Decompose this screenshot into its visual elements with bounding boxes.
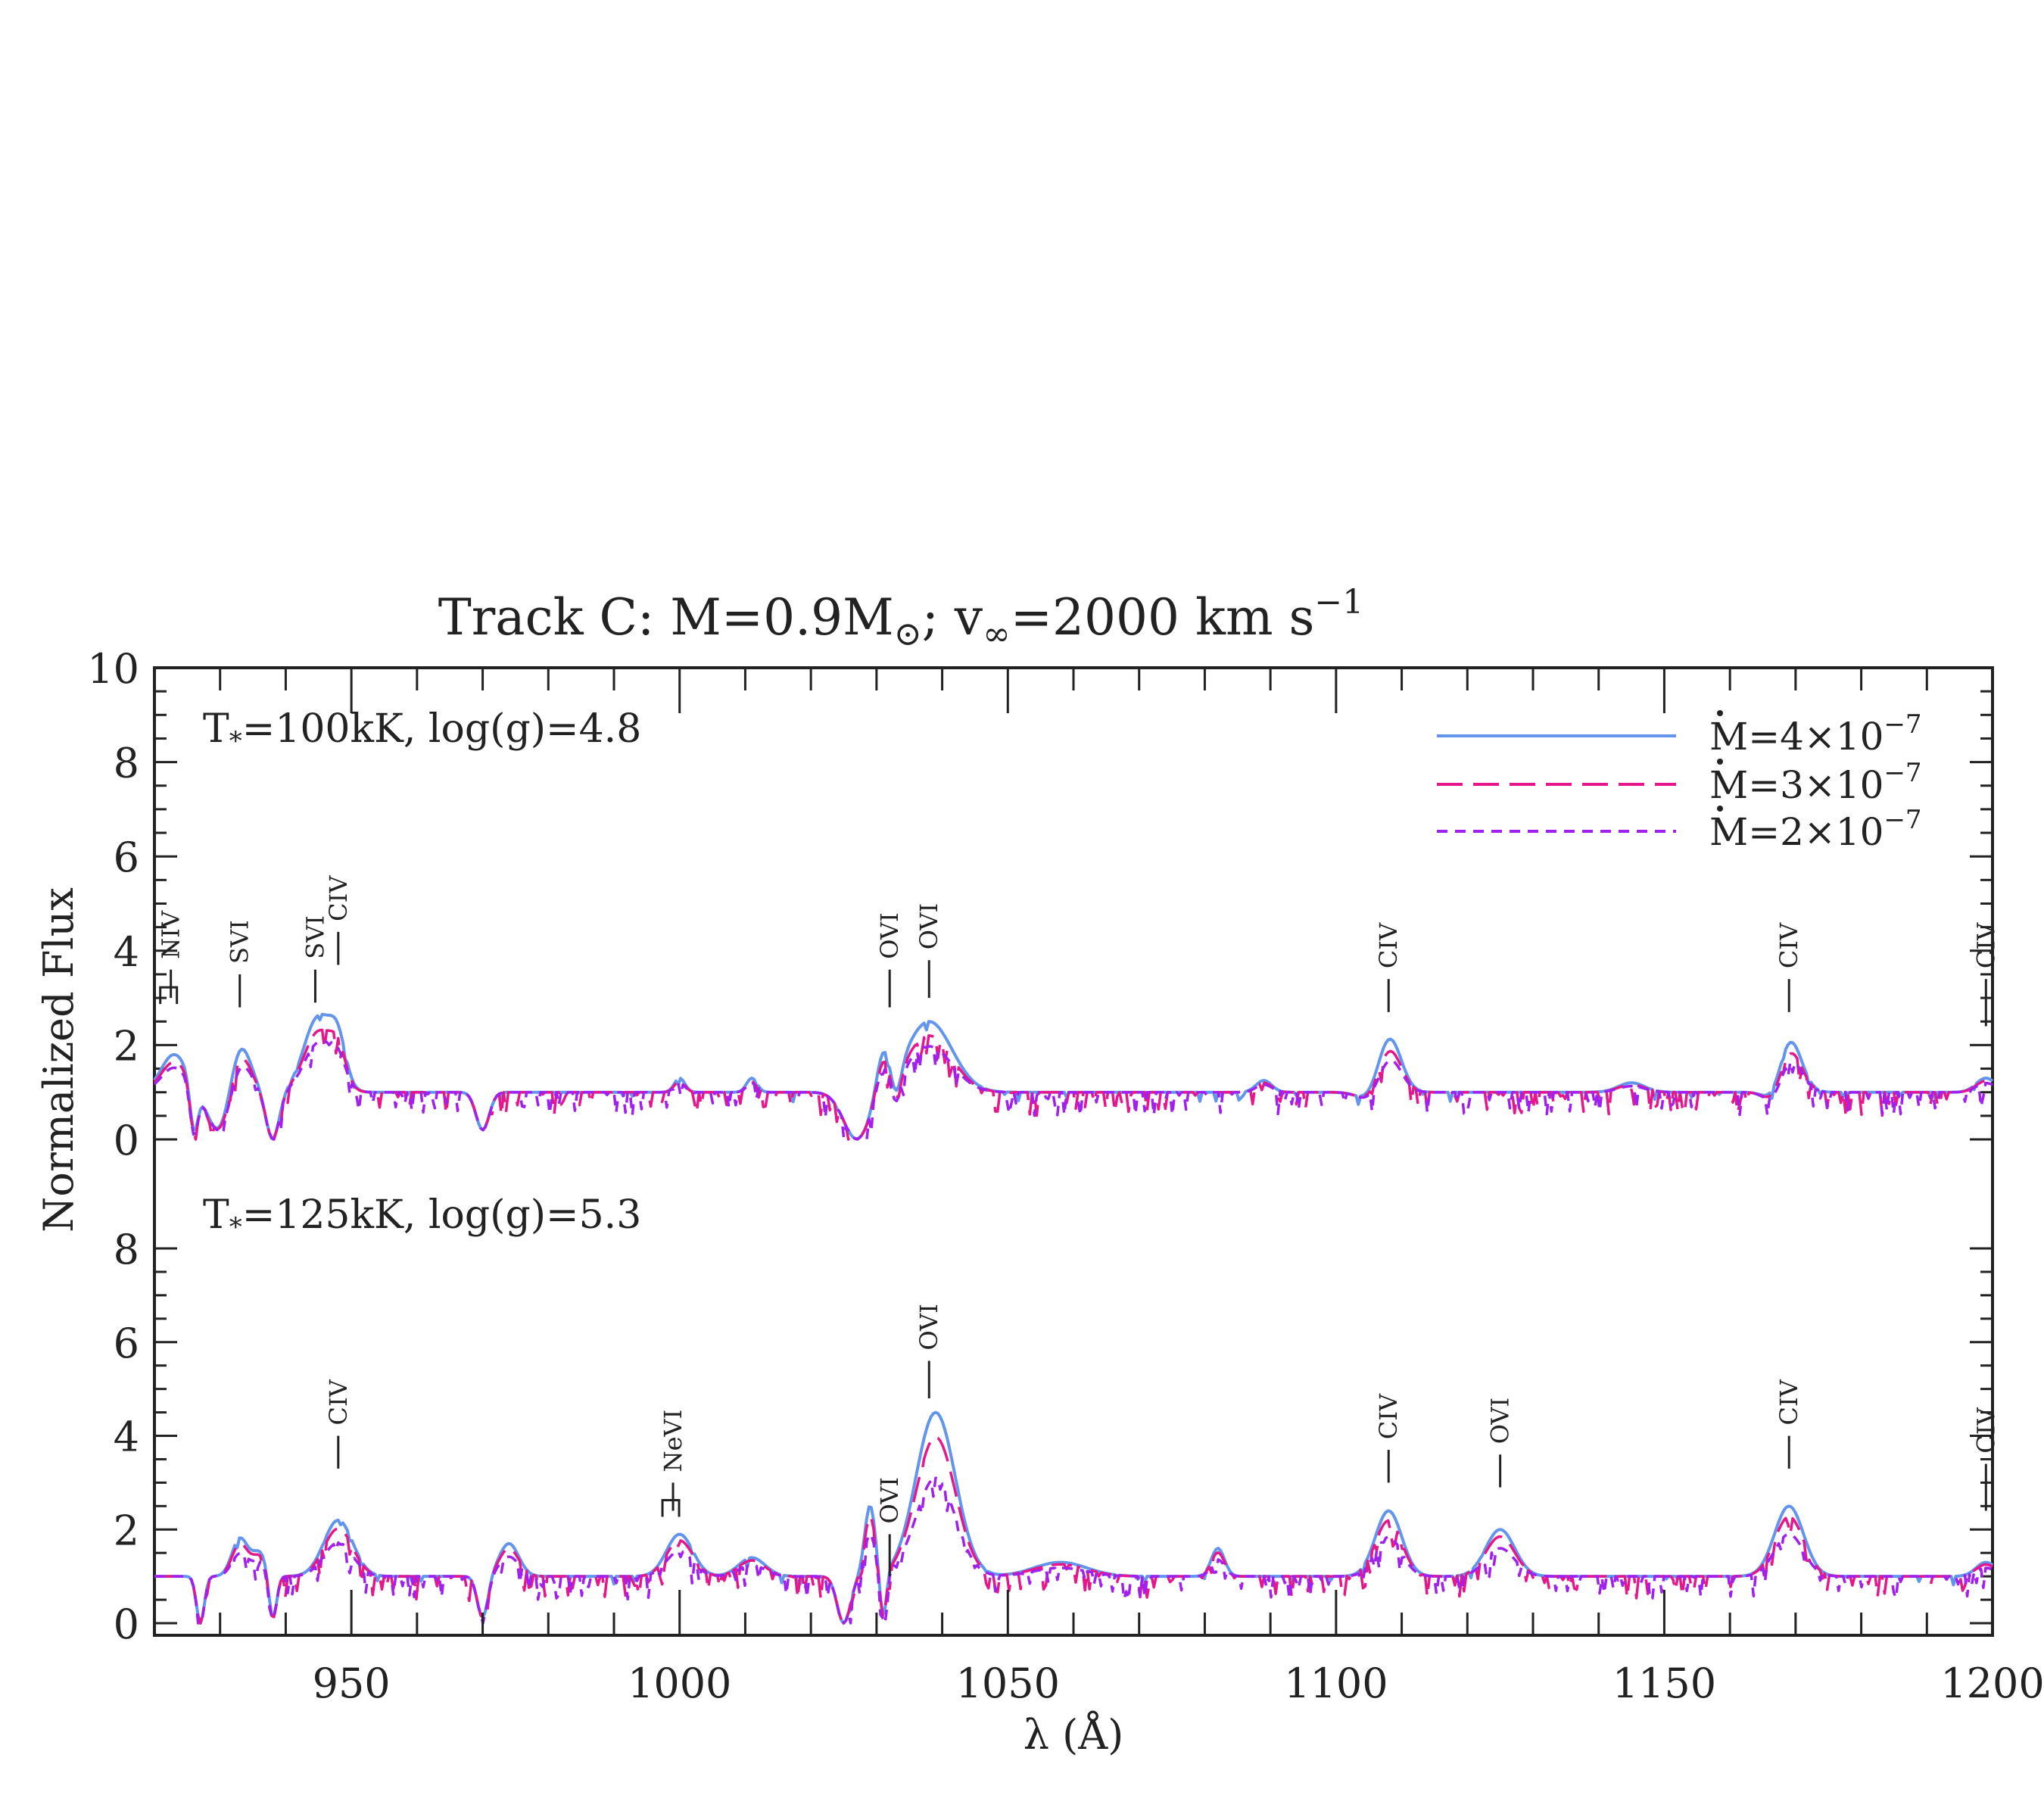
y-tick-label: 6 (114, 834, 139, 881)
panel-top-label-rest: =100kK, log(g)=4.8 (242, 706, 642, 752)
legend-mdot-dot (1717, 806, 1723, 812)
line-marker-label: CIV (1374, 1393, 1403, 1439)
y-tick-label: 6 (114, 1320, 139, 1367)
y-tick-label: 2 (114, 1022, 139, 1070)
panel-top-series (153, 1012, 1994, 1141)
line-marker-label: NeVI (659, 1410, 687, 1473)
line-marker-label: OVI (915, 903, 943, 949)
x-axis: 950 1000 1050 1100 1150 1200 (219, 668, 2044, 1707)
x-tick-label: 1100 (1284, 1660, 1388, 1707)
y-tick-label: 4 (114, 1413, 139, 1461)
panel-top-label-star: * (229, 726, 242, 756)
line-marker-label: CIV (1774, 1379, 1803, 1425)
line-marker-label: OVI (915, 1304, 943, 1350)
x-tick-label: 1200 (1940, 1660, 2044, 1707)
series-line-3 (153, 1040, 1993, 1141)
y-tick-label: 8 (114, 1226, 139, 1273)
y-tick-label: 0 (114, 1600, 139, 1648)
line-marker-label: CIV (1374, 922, 1403, 968)
series-line-1 (153, 1012, 1994, 1141)
series-line-2 (154, 1435, 1993, 1625)
y-axis-label: Normalized Flux (35, 887, 83, 1233)
title-infinity: ∞ (983, 615, 1011, 653)
line-marker-label: CIV (1971, 1407, 2000, 1454)
legend: M=4×10−7M=3×10−7M=2×10−7 (1437, 709, 1922, 854)
series-line-1 (154, 1410, 1994, 1625)
panel-bottom-series (154, 1410, 1994, 1625)
title-main: Track C: M=0.9M (438, 588, 894, 647)
panel-bottom-label: T*=125kK, log(g)=5.3 (203, 1192, 641, 1242)
y-tick-label: 8 (114, 740, 139, 787)
line-marker-label: OVI (1486, 1398, 1515, 1444)
legend-label-3: M=2×10−7 (1709, 805, 1922, 854)
line-marker-label: SVI (301, 915, 329, 959)
panel-top-ticks: 0 2 4 6 8 10 (87, 645, 1993, 1164)
line-marker-label: SVI (226, 920, 254, 964)
line-marker-label: NIV (157, 910, 185, 959)
y-tick-label: 0 (114, 1117, 139, 1164)
x-tick-label: 950 (313, 1660, 391, 1707)
panel-top-label: T*=100kK, log(g)=4.8 (203, 706, 641, 756)
panel-bottom-ticks: 0 2 4 6 8 (114, 1226, 1993, 1648)
panel-bottom-label-rest: =125kK, log(g)=5.3 (242, 1192, 642, 1238)
line-marker-label: CIV (1774, 922, 1803, 968)
line-marker-label: CIV (1971, 922, 2000, 968)
line-marker-label: OVI (875, 1477, 904, 1523)
panel-bottom: 0 2 4 6 8 CIV NeVI OVI OVI CIV OVI CIV CIV T*=125kK… (114, 1192, 2001, 1648)
series-line-3 (154, 1476, 1993, 1625)
x-tick-label: 1050 (956, 1660, 1060, 1707)
x-tick-label: 1150 (1612, 1660, 1716, 1707)
x-axis-label: λ (Å) (1024, 1709, 1124, 1759)
title-sun-symbol: ⊙ (894, 615, 922, 653)
legend-mdot-dot (1717, 710, 1723, 716)
title-end: =2000 km s (1011, 588, 1315, 647)
y-tick-label: 10 (87, 645, 139, 693)
line-marker-label: CIV (324, 875, 353, 921)
line-marker-bracket (159, 986, 179, 1005)
legend-label-2: M=3×10−7 (1709, 758, 1922, 807)
title-exponent: −1 (1314, 583, 1363, 622)
chart-title: Track C: M=0.9M⊙; v∞=2000 km s−1 (438, 583, 1364, 653)
legend-label-1: M=4×10−7 (1709, 709, 1922, 759)
y-tick-label: 4 (114, 928, 139, 976)
panel-bottom-annotations: CIV NeVI OVI OVI CIV OVI CIV CIV (324, 1304, 2000, 1577)
series-line-2 (153, 1028, 1993, 1141)
x-tick-label: 1000 (628, 1660, 731, 1707)
y-tick-label: 2 (114, 1507, 139, 1554)
panel-top-label-T: T (203, 706, 229, 752)
title-tail: ; v (922, 588, 983, 647)
panel-bottom-label-star: * (229, 1212, 242, 1242)
legend-mdot-dot (1717, 759, 1723, 765)
panel-bottom-label-T: T (203, 1192, 229, 1238)
line-marker-label: OVI (875, 912, 904, 958)
line-marker-label: CIV (324, 1379, 353, 1425)
line-marker-bracket (661, 1499, 681, 1517)
